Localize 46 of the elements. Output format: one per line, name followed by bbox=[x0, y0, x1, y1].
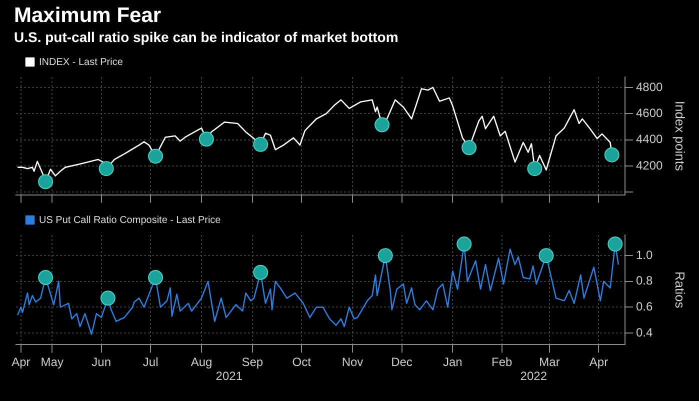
text: 2022 bbox=[520, 368, 548, 383]
point bbox=[253, 136, 268, 152]
point bbox=[253, 264, 268, 280]
point bbox=[198, 132, 214, 147]
x-tick-label: Aug bbox=[190, 355, 212, 370]
y-tick-label: 4200 bbox=[636, 158, 664, 172]
point bbox=[100, 290, 116, 306]
chart-title: Maximum Fear bbox=[13, 3, 162, 28]
y-tick-label: 4800 bbox=[636, 80, 664, 94]
x-tick-label: Feb bbox=[492, 355, 513, 370]
x-tick-label: Sep bbox=[242, 355, 264, 370]
point bbox=[148, 148, 164, 164]
y-tick-label: 1.0 bbox=[636, 248, 654, 262]
point bbox=[378, 248, 393, 264]
x-tick-label: Jan bbox=[442, 355, 462, 370]
text: 2021 bbox=[216, 368, 243, 383]
legend-label: INDEX - Last Price bbox=[39, 56, 124, 68]
point bbox=[38, 270, 54, 286]
x-tick-label: Mar bbox=[539, 355, 560, 370]
y-axis-title: Index points bbox=[672, 100, 688, 172]
point bbox=[456, 236, 472, 252]
x-tick-label: Dec bbox=[391, 355, 412, 370]
y-tick-label: 0.4 bbox=[636, 325, 654, 340]
point bbox=[527, 161, 542, 176]
x-tick-label: Jun bbox=[92, 355, 112, 370]
x-tick-label: Oct bbox=[292, 355, 312, 370]
point bbox=[148, 270, 164, 286]
point bbox=[462, 140, 477, 156]
y-tick-label: 0.6 bbox=[636, 300, 654, 314]
y-axis-title: Ratios bbox=[672, 271, 688, 309]
y-tick-label: 4400 bbox=[636, 132, 664, 146]
point bbox=[608, 236, 623, 252]
point bbox=[98, 161, 114, 176]
point bbox=[604, 147, 620, 162]
legend-label: US Put Call Ratio Composite - Last Price bbox=[39, 214, 222, 226]
x-tick-label: Jul bbox=[142, 355, 158, 370]
point bbox=[38, 174, 54, 190]
x-tick-label: Nov bbox=[342, 355, 364, 370]
x-tick-label: May bbox=[40, 355, 64, 370]
point bbox=[538, 248, 554, 264]
point bbox=[374, 117, 390, 132]
x-tick-label: Apr bbox=[12, 355, 30, 370]
y-tick-label: 4600 bbox=[636, 106, 664, 120]
y-tick-label: 0.8 bbox=[636, 274, 654, 288]
chart-subtitle: U.S. put-call ratio spike can be indicator of market bottom bbox=[13, 28, 400, 47]
x-tick-label: Apr bbox=[589, 355, 608, 370]
